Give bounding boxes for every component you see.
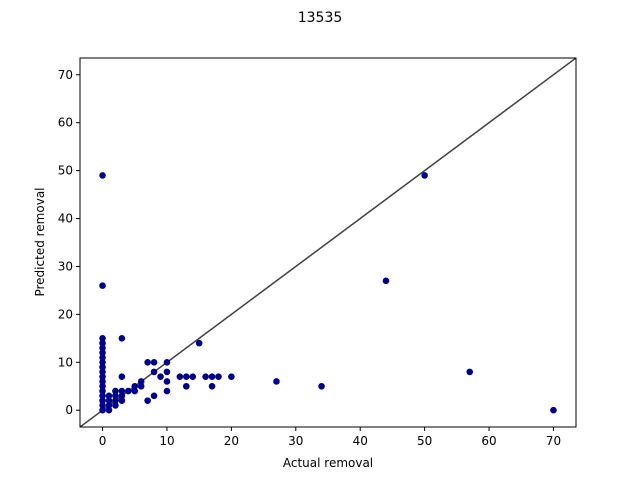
y-tick-label: 40 <box>58 212 73 226</box>
x-tick-label: 40 <box>353 434 368 448</box>
data-point-54 <box>215 373 222 380</box>
data-point-28 <box>118 387 126 395</box>
x-tick-label: 60 <box>481 434 496 448</box>
data-point-4 <box>99 344 106 352</box>
data-point-10 <box>99 373 106 380</box>
data-point-14 <box>99 392 106 400</box>
data-point-42 <box>163 359 171 366</box>
data-point-35 <box>137 378 145 385</box>
data-point-44 <box>163 378 171 385</box>
data-point-59 <box>421 172 428 179</box>
data-point-52 <box>208 373 216 380</box>
data-point-16 <box>99 402 106 409</box>
data-point-61 <box>550 406 557 414</box>
data-point-27 <box>118 373 126 380</box>
data-point-49 <box>189 373 197 380</box>
data-point-57 <box>318 382 325 390</box>
x-tick-label: 70 <box>546 434 561 448</box>
data-point-26 <box>118 335 126 342</box>
data-point-23 <box>112 397 119 404</box>
data-point-46 <box>176 373 184 380</box>
data-point-1 <box>99 282 106 289</box>
x-tick-label: 10 <box>159 434 174 448</box>
x-tick-label: 20 <box>224 434 239 448</box>
y-tick-label: 20 <box>58 307 73 321</box>
identity-line-layer <box>80 58 576 427</box>
y-tick-label: 60 <box>58 116 73 130</box>
data-point-7 <box>99 359 106 366</box>
data-point-37 <box>144 397 151 404</box>
data-point-56 <box>273 378 280 385</box>
x-tick-label: 50 <box>417 434 432 448</box>
data-point-50 <box>195 339 203 347</box>
y-axis-label: Predicted removal <box>33 187 47 296</box>
y-tick-label: 70 <box>58 68 73 82</box>
data-point-51 <box>202 373 209 380</box>
y-axis: 0 10 20 30 40 50 60 70 <box>58 68 80 417</box>
data-point-60 <box>466 368 474 376</box>
data-point-40 <box>150 392 158 400</box>
y-tick-label: 0 <box>65 403 73 417</box>
data-point-18 <box>105 406 113 414</box>
data-point-19 <box>105 402 113 409</box>
data-point-53 <box>208 382 216 390</box>
x-axis: 0 10 20 30 40 50 60 70 <box>99 427 561 448</box>
plot-frame <box>79 57 577 428</box>
x-tick-label: 0 <box>99 434 107 448</box>
data-point-38 <box>150 359 158 366</box>
data-point-48 <box>182 382 190 390</box>
y-tick-label: 50 <box>58 164 73 178</box>
data-point-21 <box>105 392 113 400</box>
data-point-47 <box>182 373 190 380</box>
data-point-9 <box>99 368 106 376</box>
data-point-34 <box>137 382 145 390</box>
data-points <box>99 172 557 414</box>
data-point-17 <box>99 406 106 414</box>
data-point-58 <box>382 277 390 285</box>
data-point-31 <box>125 387 132 395</box>
data-point-11 <box>99 378 106 385</box>
data-point-6 <box>99 354 106 361</box>
data-point-30 <box>118 397 126 404</box>
data-point-2 <box>99 335 106 342</box>
data-point-0 <box>99 172 106 179</box>
data-point-8 <box>99 363 106 371</box>
data-point-33 <box>131 382 139 390</box>
y-tick-label: 10 <box>58 355 73 369</box>
data-point-20 <box>105 397 113 404</box>
data-point-43 <box>163 368 171 376</box>
data-point-45 <box>163 387 171 395</box>
data-point-29 <box>118 392 126 400</box>
identity-line <box>80 58 576 427</box>
data-point-55 <box>228 373 235 380</box>
data-point-12 <box>99 382 106 390</box>
data-point-39 <box>150 368 158 376</box>
y-tick-label: 30 <box>58 259 73 273</box>
data-point-32 <box>131 387 139 395</box>
data-point-25 <box>112 387 119 395</box>
data-point-22 <box>112 402 119 409</box>
data-point-15 <box>99 397 106 404</box>
data-point-3 <box>99 339 106 347</box>
data-point-41 <box>157 373 164 380</box>
data-point-5 <box>99 349 106 357</box>
x-axis-label: Actual removal <box>283 456 373 470</box>
data-point-36 <box>144 359 151 366</box>
data-point-13 <box>99 387 106 395</box>
chart-title: 13535 <box>298 10 343 26</box>
data-point-24 <box>112 392 119 400</box>
x-tick-label: 30 <box>288 434 303 448</box>
